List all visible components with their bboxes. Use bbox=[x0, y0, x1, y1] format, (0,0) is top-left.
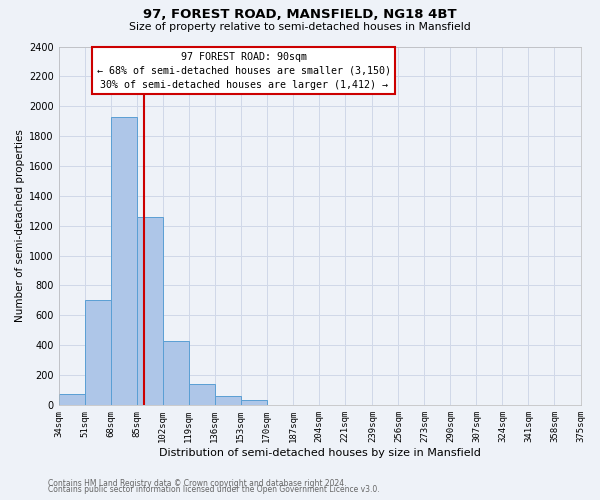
Bar bbox=[85, 300, 111, 405]
Text: 97 FOREST ROAD: 90sqm
← 68% of semi-detached houses are smaller (3,150)
30% of s: 97 FOREST ROAD: 90sqm ← 68% of semi-deta… bbox=[97, 52, 391, 90]
Bar bbox=[111, 116, 137, 405]
Bar bbox=[59, 394, 85, 405]
Text: Size of property relative to semi-detached houses in Mansfield: Size of property relative to semi-detach… bbox=[129, 22, 471, 32]
Text: Contains public sector information licensed under the Open Government Licence v3: Contains public sector information licen… bbox=[48, 485, 380, 494]
Bar bbox=[215, 396, 241, 405]
Bar bbox=[137, 216, 163, 405]
Bar bbox=[189, 384, 215, 405]
Text: 97, FOREST ROAD, MANSFIELD, NG18 4BT: 97, FOREST ROAD, MANSFIELD, NG18 4BT bbox=[143, 8, 457, 20]
Bar bbox=[163, 340, 189, 405]
Text: Contains HM Land Registry data © Crown copyright and database right 2024.: Contains HM Land Registry data © Crown c… bbox=[48, 478, 347, 488]
Y-axis label: Number of semi-detached properties: Number of semi-detached properties bbox=[15, 129, 25, 322]
X-axis label: Distribution of semi-detached houses by size in Mansfield: Distribution of semi-detached houses by … bbox=[159, 448, 481, 458]
Bar bbox=[241, 400, 267, 405]
